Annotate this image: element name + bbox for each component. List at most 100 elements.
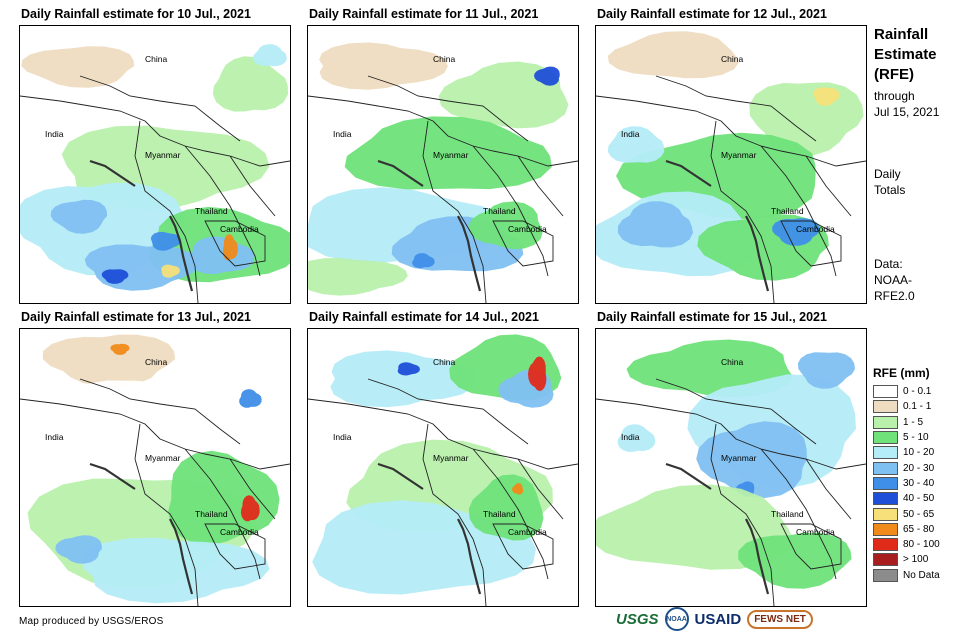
legend-label: 1 - 5 — [903, 416, 924, 428]
legend-label: > 100 — [903, 554, 929, 566]
rainfall-map: China India Myanmar Thailand Cambodia — [595, 328, 867, 607]
rainfall-map: China India Myanmar Thailand Cambodia — [307, 328, 579, 607]
legend-item: 0 - 0.1 — [873, 384, 940, 399]
place-label-india: India — [45, 129, 64, 139]
country-borders — [596, 75, 866, 303]
place-label-india: India — [333, 129, 352, 139]
title-line: (RFE) — [874, 66, 914, 83]
data-source-note: Data: NOAA- RFE2.0 — [874, 256, 915, 304]
panel-title: Daily Rainfall estimate for 14 Jul., 202… — [309, 310, 539, 324]
rainfall-region — [607, 31, 739, 79]
place-label-myanmar: Myanmar — [433, 150, 469, 160]
title-line: Rainfall — [874, 26, 929, 43]
usgs-logo: USGS — [616, 610, 659, 628]
through-label: through — [874, 89, 915, 103]
rainfall-region — [528, 356, 547, 392]
legend-swatch — [873, 568, 898, 582]
place-label-thailand: Thailand — [771, 206, 804, 216]
panel-jul-15: Daily Rainfall estimate for 15 Jul., 202… — [595, 310, 867, 615]
rainfall-map: China India Myanmar Thailand Cambodia — [307, 25, 579, 304]
daily-totals-note: Daily Totals — [874, 166, 905, 198]
legend-label: 80 - 100 — [903, 539, 940, 551]
legend-swatch — [873, 385, 898, 399]
place-label-myanmar: Myanmar — [145, 150, 181, 160]
coastline — [89, 159, 194, 292]
rainfall-region — [240, 495, 260, 522]
place-label-myanmar: Myanmar — [721, 150, 757, 160]
legend-swatch — [873, 522, 898, 536]
rainfall-region — [42, 334, 176, 387]
rainfall-region — [696, 421, 807, 499]
rainfall-map: China India Myanmar Thailand Cambodia — [19, 25, 291, 304]
rainfall-region — [239, 389, 262, 408]
place-label-china: China — [145, 54, 168, 64]
panel-title: Daily Rainfall estimate for 12 Jul., 202… — [597, 7, 827, 21]
rainfall-region — [110, 343, 130, 355]
country-borders — [308, 378, 578, 606]
country-borders — [596, 378, 866, 606]
place-label-thailand: Thailand — [483, 206, 516, 216]
rainfall-region — [222, 234, 238, 261]
place-label-china: China — [433, 357, 456, 367]
agency-logos: USGS NOAA USAID FEWS NET — [616, 606, 813, 632]
legend-item: > 100 — [873, 552, 940, 567]
legend-item: 1 - 5 — [873, 415, 940, 430]
legend-swatch — [873, 492, 898, 506]
rainfall-region — [21, 46, 135, 88]
rainfall-region — [617, 201, 693, 248]
legend-swatch — [873, 507, 898, 521]
rainfall-region — [50, 199, 108, 234]
legend-swatch — [873, 415, 898, 429]
panel-title: Daily Rainfall estimate for 13 Jul., 202… — [21, 310, 251, 324]
rainfall-region — [55, 535, 102, 564]
legend-swatch — [873, 400, 898, 414]
country-borders — [308, 75, 578, 303]
rainfall-field — [596, 26, 866, 303]
legend-title: RFE (mm) — [873, 366, 930, 380]
place-label-myanmar: Myanmar — [721, 453, 757, 463]
place-label-thailand: Thailand — [483, 509, 516, 519]
legend-item: 80 - 100 — [873, 537, 940, 552]
place-label-china: China — [433, 54, 456, 64]
data-line: NOAA- — [874, 273, 913, 287]
rainfall-field — [308, 26, 578, 303]
noaa-logo: NOAA — [664, 607, 689, 631]
usaid-logo: USAID — [694, 610, 742, 628]
rainfall-region — [308, 258, 408, 296]
place-label-india: India — [45, 432, 64, 442]
rainfall-map: China India Myanmar Thailand Cambodia — [19, 328, 291, 607]
legend-item: 65 - 80 — [873, 522, 940, 537]
coastline — [377, 159, 482, 292]
rainfall-region — [344, 116, 552, 190]
rainfall-region — [188, 236, 255, 275]
legend-swatch — [873, 476, 898, 490]
rainfall-region — [253, 44, 287, 67]
rainfall-field — [20, 26, 290, 303]
panel-title: Daily Rainfall estimate for 10 Jul., 202… — [21, 7, 251, 21]
legend-label: 0 - 0.1 — [903, 386, 932, 398]
legend-item: 10 - 20 — [873, 445, 940, 460]
legend-label: 30 - 40 — [903, 477, 935, 489]
place-label-india: India — [333, 432, 352, 442]
rainfall-region — [412, 253, 435, 268]
panel-title: Daily Rainfall estimate for 11 Jul., 202… — [309, 7, 539, 21]
legend-label: No Data — [903, 569, 940, 581]
place-label-india: India — [621, 432, 640, 442]
legend-label: 20 - 30 — [903, 462, 935, 474]
rainfall-region — [512, 483, 524, 495]
rainfall-region — [319, 42, 448, 90]
legend-rows: 0 - 0.1 0.1 - 1 1 - 5 5 - 10 10 - 20 20 - 30 3… — [873, 384, 940, 583]
rainfall-map: China India Myanmar Thailand Cambodia — [595, 25, 867, 304]
coastline — [89, 462, 194, 595]
legend-label: 10 - 20 — [903, 447, 935, 459]
legend-swatch — [873, 431, 898, 445]
rainfall-region — [330, 350, 478, 408]
place-label-myanmar: Myanmar — [433, 453, 469, 463]
data-line: Data: — [874, 257, 903, 271]
rainfall-region — [468, 201, 543, 250]
fews-net-logo: FEWS NET — [747, 609, 813, 629]
rainfall-region — [161, 264, 180, 278]
sidebar-title: Rainfall Estimate (RFE) — [874, 25, 937, 85]
panel-jul-14: Daily Rainfall estimate for 14 Jul., 202… — [307, 310, 579, 615]
legend-label: 5 - 10 — [903, 432, 929, 444]
